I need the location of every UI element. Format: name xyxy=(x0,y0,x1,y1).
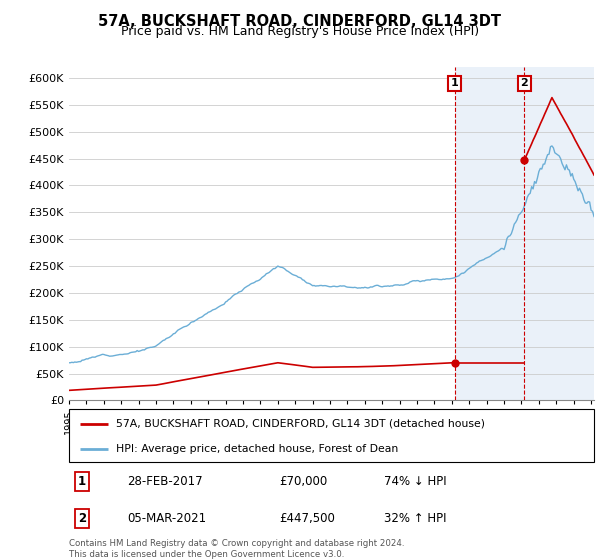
FancyBboxPatch shape xyxy=(69,409,594,462)
Text: 74% ↓ HPI: 74% ↓ HPI xyxy=(384,475,446,488)
Text: 28-FEB-2017: 28-FEB-2017 xyxy=(127,475,202,488)
Text: 1: 1 xyxy=(451,78,458,88)
Text: 05-MAR-2021: 05-MAR-2021 xyxy=(127,512,206,525)
Text: Contains HM Land Registry data © Crown copyright and database right 2024.
This d: Contains HM Land Registry data © Crown c… xyxy=(69,539,404,559)
Text: 2: 2 xyxy=(78,512,86,525)
Bar xyxy=(455,67,594,400)
Text: £447,500: £447,500 xyxy=(279,512,335,525)
Text: HPI: Average price, detached house, Forest of Dean: HPI: Average price, detached house, Fore… xyxy=(116,444,398,454)
Text: 32% ↑ HPI: 32% ↑ HPI xyxy=(384,512,446,525)
Text: 57A, BUCKSHAFT ROAD, CINDERFORD, GL14 3DT: 57A, BUCKSHAFT ROAD, CINDERFORD, GL14 3D… xyxy=(98,14,502,29)
Text: Price paid vs. HM Land Registry's House Price Index (HPI): Price paid vs. HM Land Registry's House … xyxy=(121,25,479,38)
Text: £70,000: £70,000 xyxy=(279,475,327,488)
Text: 2: 2 xyxy=(521,78,528,88)
Text: 57A, BUCKSHAFT ROAD, CINDERFORD, GL14 3DT (detached house): 57A, BUCKSHAFT ROAD, CINDERFORD, GL14 3D… xyxy=(116,419,485,429)
Text: 1: 1 xyxy=(78,475,86,488)
